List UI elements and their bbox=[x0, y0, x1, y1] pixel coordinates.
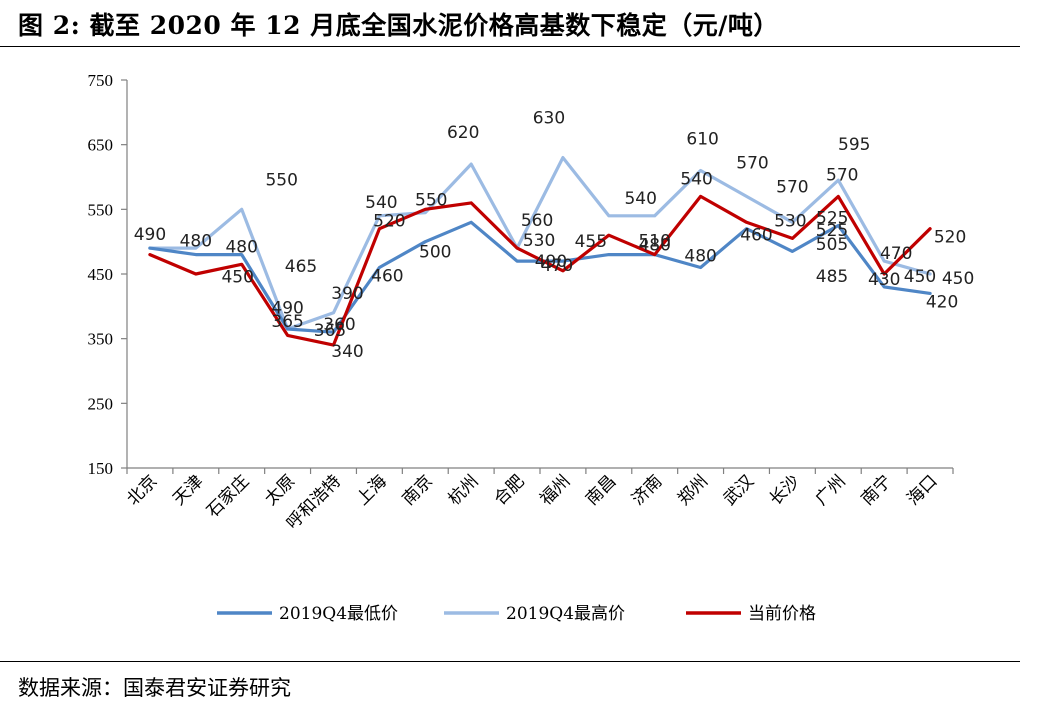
x-tick-label: 合肥 bbox=[490, 471, 528, 509]
data-label: 550 bbox=[415, 190, 447, 210]
data-label: 480 bbox=[225, 238, 257, 258]
bottom-rule bbox=[0, 661, 1020, 662]
y-tick-label: 750 bbox=[88, 71, 114, 90]
data-label: 525 bbox=[816, 209, 848, 229]
data-label: 595 bbox=[838, 135, 870, 155]
x-tick-label: 海口 bbox=[903, 471, 941, 509]
y-tick-label: 550 bbox=[88, 200, 114, 219]
y-tick-label: 350 bbox=[88, 330, 114, 349]
data-label: 570 bbox=[736, 153, 768, 173]
data-label: 505 bbox=[816, 235, 848, 255]
data-label: 570 bbox=[776, 177, 808, 197]
x-tick-label: 南京 bbox=[399, 471, 437, 509]
data-label: 620 bbox=[447, 123, 479, 143]
data-label: 610 bbox=[686, 130, 718, 150]
legend-label-3: 当前价格 bbox=[748, 604, 816, 624]
data-label: 430 bbox=[868, 270, 900, 290]
data-label: 570 bbox=[826, 165, 858, 185]
data-label: 450 bbox=[942, 269, 974, 289]
data-label: 520 bbox=[934, 228, 966, 248]
data-label: 340 bbox=[331, 342, 363, 362]
data-label: 360 bbox=[323, 315, 355, 335]
x-tick-label: 杭州 bbox=[445, 471, 483, 509]
data-label: 455 bbox=[575, 232, 607, 252]
data-label: 390 bbox=[331, 284, 363, 304]
data-label: 490 bbox=[134, 225, 166, 245]
y-tick-label: 150 bbox=[88, 459, 114, 478]
legend-label-1: 2019Q4最低价 bbox=[279, 604, 398, 624]
x-tick-label: 济南 bbox=[628, 471, 666, 509]
data-label: 490 bbox=[271, 298, 303, 318]
data-label: 530 bbox=[523, 231, 555, 251]
x-tick-label: 南昌 bbox=[582, 471, 620, 509]
series-line-2 bbox=[148, 156, 932, 331]
x-tick-label: 天津 bbox=[169, 471, 207, 509]
x-tick-label: 广州 bbox=[812, 471, 850, 509]
y-tick-label: 450 bbox=[88, 265, 114, 284]
data-label: 450 bbox=[904, 267, 936, 287]
data-label: 550 bbox=[265, 170, 297, 190]
data-label: 540 bbox=[365, 193, 397, 213]
data-label: 480 bbox=[684, 247, 716, 267]
x-tick-label: 石家庄 bbox=[203, 471, 253, 521]
y-tick-label: 250 bbox=[88, 394, 114, 413]
data-label: 525 bbox=[816, 221, 848, 241]
data-label: 460 bbox=[740, 226, 772, 246]
y-tick-label: 650 bbox=[88, 136, 114, 155]
x-tick-label: 福州 bbox=[536, 471, 574, 509]
data-label: 530 bbox=[774, 211, 806, 231]
data-label: 485 bbox=[816, 267, 848, 287]
data-label: 540 bbox=[624, 189, 656, 209]
x-tick-label: 武汉 bbox=[720, 471, 758, 509]
x-tick-label: 北京 bbox=[123, 471, 161, 509]
data-label: 365 bbox=[271, 312, 303, 332]
source-note: 数据来源：国泰君安证券研究 bbox=[18, 676, 291, 700]
data-label: 365 bbox=[314, 321, 346, 341]
x-tick-label: 上海 bbox=[353, 471, 391, 509]
data-label: 520 bbox=[373, 212, 405, 232]
x-tick-label: 太原 bbox=[261, 471, 299, 509]
data-label: 480 bbox=[180, 232, 212, 252]
data-label: 460 bbox=[371, 267, 403, 287]
data-label: 490 bbox=[535, 252, 567, 272]
top-rule bbox=[0, 46, 1020, 47]
data-label: 510 bbox=[638, 232, 670, 252]
x-tick-label: 郑州 bbox=[674, 471, 712, 509]
x-tick-label: 长沙 bbox=[766, 471, 804, 509]
data-label: 470 bbox=[880, 244, 912, 264]
data-label: 465 bbox=[285, 257, 317, 277]
data-label: 540 bbox=[680, 169, 712, 189]
x-tick-label: 南宁 bbox=[858, 471, 896, 509]
data-label: 470 bbox=[541, 256, 573, 276]
data-label: 420 bbox=[926, 292, 958, 312]
data-label: 450 bbox=[221, 267, 253, 287]
data-label: 630 bbox=[533, 109, 565, 129]
chart-title: 图 2: 截至 2020 年 12 月底全国水泥价格高基数下稳定（元/吨） bbox=[18, 11, 779, 40]
legend-label-2: 2019Q4最高价 bbox=[506, 604, 625, 624]
data-label: 480 bbox=[638, 236, 670, 256]
data-label: 500 bbox=[419, 243, 451, 263]
data-label: 560 bbox=[521, 211, 553, 231]
series-line-3 bbox=[148, 194, 932, 347]
